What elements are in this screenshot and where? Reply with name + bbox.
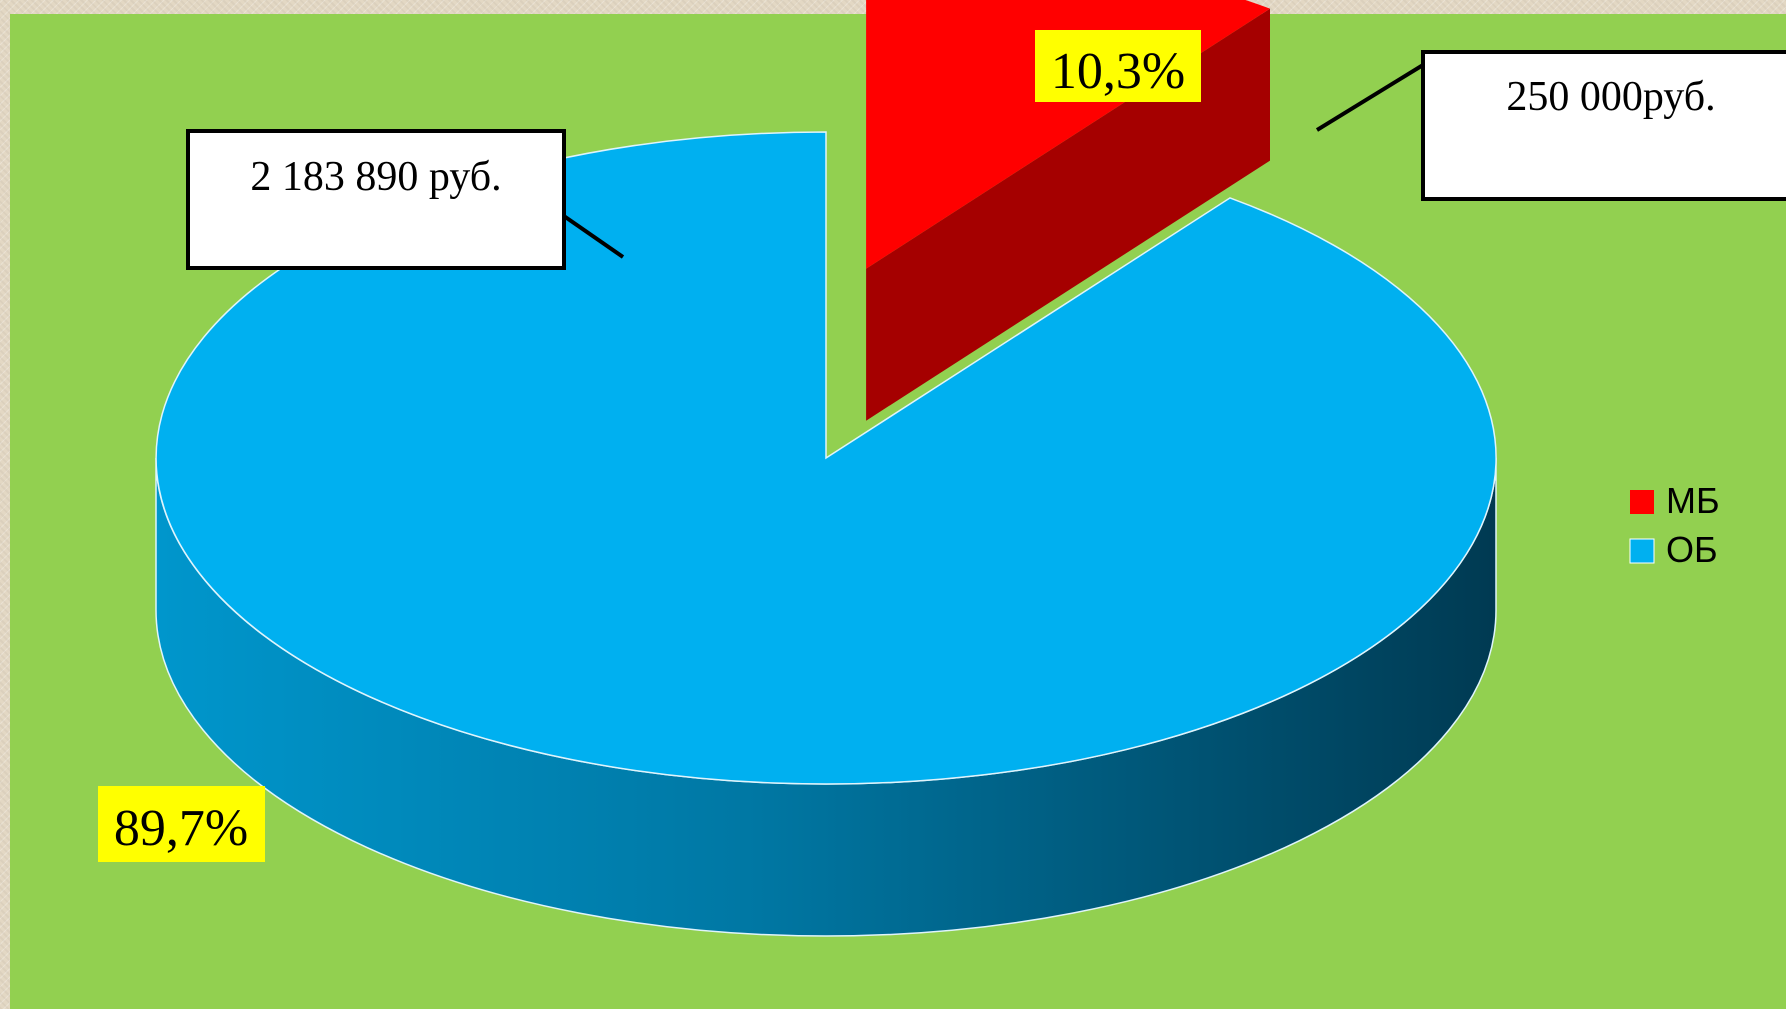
legend-item-ob: ОБ (1629, 529, 1718, 570)
ob-percent-label: 89,7% (98, 786, 265, 862)
ob-value-text: 2 183 890 руб. (250, 154, 501, 200)
legend-label-ob: ОБ (1666, 529, 1718, 570)
mb-percent-label: 10,3% (1035, 30, 1201, 102)
mb-callout-leader (1315, 63, 1425, 132)
legend-item-mb: МБ (1630, 480, 1720, 521)
ob-percent-text: 89,7% (114, 800, 248, 857)
mb-value-callout: 250 000руб. (1315, 50, 1786, 201)
legend-swatch-ob (1629, 538, 1655, 564)
ob-callout-box (186, 129, 566, 270)
legend: МБ ОБ (1629, 480, 1720, 570)
ob-percent-highlight (98, 786, 265, 862)
mb-percent-text: 10,3% (1051, 43, 1185, 100)
mb-callout-box (1421, 50, 1786, 201)
mb-value-text: 250 000руб. (1506, 74, 1715, 120)
legend-swatch-mb (1630, 490, 1654, 514)
slice-mb-cut-face (866, 8, 1270, 421)
pie-slices (155, 0, 1497, 937)
mb-percent-highlight (1035, 30, 1201, 102)
ob-value-callout: 2 183 890 руб. (186, 129, 625, 270)
legend-label-mb: МБ (1666, 480, 1720, 521)
